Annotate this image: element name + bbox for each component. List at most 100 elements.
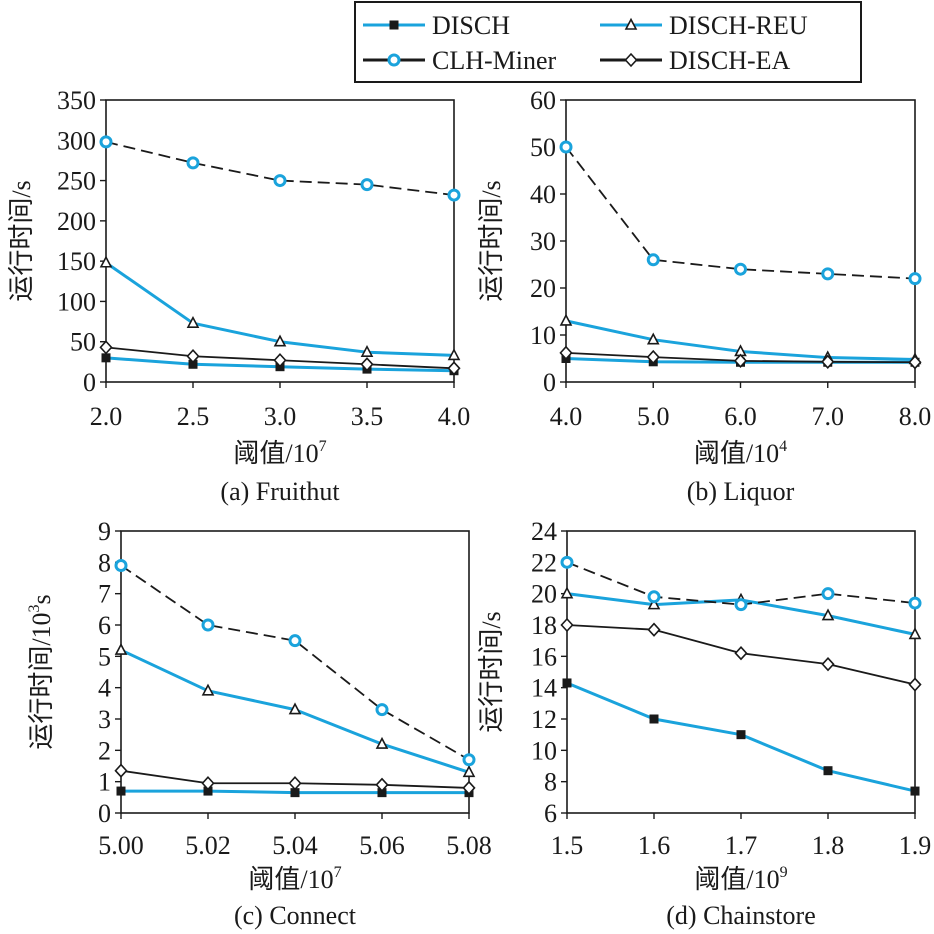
series-disch-reu (560, 586, 922, 640)
y-axis-label: 运行时间/s (477, 611, 506, 732)
data-point-clh-miner (646, 253, 660, 267)
x-tick-label: 5.08 (446, 831, 492, 860)
y-tick-label: 10 (530, 321, 556, 350)
data-point-disch-ea (201, 776, 215, 791)
plot-frame (565, 99, 916, 383)
y-tick-label: 9 (98, 517, 111, 546)
legend-frame (354, 1, 862, 83)
data-point-disch-ea (360, 357, 374, 372)
y-axis-label-suffix: s (27, 594, 56, 604)
x-axis-label-exponent: 9 (780, 864, 788, 881)
y-tick-label: 8 (544, 768, 557, 797)
y-tick-label: 0 (83, 368, 96, 397)
data-point-clh-miner (734, 262, 747, 276)
data-point-clh-miner (647, 590, 661, 604)
y-tick-label: 40 (530, 180, 556, 209)
legend-label-clh-miner: CLH-Miner (432, 46, 557, 75)
y-tick-label: 300 (57, 126, 96, 155)
data-point-disch (649, 714, 659, 724)
data-point-disch-ea (273, 353, 287, 368)
x-axis-label-base: 阈值/10 (694, 865, 779, 894)
y-axis-label-base: 运行时间/s (7, 180, 36, 301)
x-tick-label: 6.0 (724, 402, 757, 431)
data-point-disch-ea (375, 777, 389, 792)
y-tick-label: 350 (57, 86, 96, 115)
data-point-clh-miner (560, 555, 574, 569)
data-point-disch-reu (186, 315, 200, 328)
data-point-disch (736, 730, 746, 740)
data-point-disch-ea (114, 763, 128, 778)
data-point-disch (116, 786, 126, 796)
legend-label-disch: DISCH (432, 11, 510, 40)
legend-marker-disch (389, 20, 399, 30)
y-axis-label-exponent: 3 (26, 604, 43, 612)
chart-panel-a-fruithut: 0 50 100 150 200 250 300 350 2.0 2.5 3.0 3.5 4.0 阈值/1… (7, 86, 470, 506)
y-axis-label-base: 运行时间/10 (27, 612, 56, 749)
series-line-clh-miner (105, 141, 455, 196)
chart-panel-b-liquor: 0 10 20 30 40 50 60 4.0 5.0 6.0 7.0 8.0 阈值/104 运行时间/s… (477, 86, 931, 506)
y-tick-label: 16 (531, 642, 557, 671)
series-disch-ea (99, 340, 461, 376)
y-tick-label: 30 (530, 227, 556, 256)
legend-marker-disch-reu (624, 17, 638, 30)
series-clh-miner (559, 140, 922, 286)
x-tick-label: 1.9 (899, 831, 932, 860)
y-tick-label: 2 (98, 736, 111, 765)
y-tick-label: 250 (57, 167, 96, 196)
x-axis-label-exponent: 4 (779, 438, 787, 455)
x-axis-label-exponent: 7 (319, 438, 327, 455)
data-point-clh-miner (273, 174, 287, 188)
data-point-clh-miner (462, 753, 476, 767)
data-point-disch-reu (560, 586, 574, 599)
y-tick-label: 8 (98, 548, 111, 577)
data-point-disch-ea (559, 345, 573, 361)
y-axis-label: 运行时间/s (477, 180, 506, 301)
data-point-disch-reu (821, 608, 835, 621)
y-axis-label: 运行时间/s (7, 180, 36, 301)
data-point-clh-miner (447, 188, 461, 202)
data-point-disch-ea (447, 361, 461, 376)
series-clh-miner (560, 555, 922, 612)
data-point-clh-miner (821, 587, 835, 601)
x-axis-label-base: 阈值/10 (694, 439, 779, 468)
data-point-clh-miner (201, 618, 215, 632)
data-point-disch-ea (734, 646, 748, 661)
x-tick-label: 2.5 (177, 402, 210, 431)
y-tick-label: 5 (98, 642, 111, 671)
x-axis-label-exponent: 7 (334, 864, 342, 881)
x-tick-label: 1.8 (812, 831, 845, 860)
x-tick-label: 7.0 (812, 402, 845, 431)
data-point-disch (823, 766, 833, 776)
x-axis-label: 阈值/104 (694, 438, 787, 468)
y-tick-label: 18 (531, 611, 557, 640)
data-point-disch-ea (99, 340, 113, 355)
series-disch-ea (114, 763, 476, 796)
data-point-disch-ea (462, 780, 476, 796)
y-tick-label: 0 (543, 368, 556, 397)
data-point-disch-reu (288, 702, 302, 715)
x-tick-label: 4.0 (550, 402, 583, 431)
data-point-disch-reu (201, 683, 215, 696)
data-point-disch-ea (733, 353, 748, 369)
data-point-clh-miner (114, 558, 128, 572)
x-tick-label: 3.5 (351, 402, 384, 431)
y-tick-label: 200 (57, 207, 96, 236)
data-point-disch-reu (908, 627, 922, 640)
data-point-disch-reu (559, 313, 573, 326)
y-tick-label: 0 (98, 799, 111, 828)
data-point-disch-ea (288, 776, 302, 791)
data-point-clh-miner (821, 267, 835, 281)
legend-entry-disch-ea: DISCH-EA (600, 46, 791, 75)
data-point-clh-miner (559, 140, 573, 154)
data-point-disch-reu (360, 344, 374, 357)
data-point-disch-ea (821, 354, 835, 369)
data-point-disch-ea (647, 622, 661, 637)
x-axis-label-base: 阈值/10 (248, 865, 333, 894)
x-axis-label: 阈值/107 (248, 864, 341, 894)
data-point-disch-reu (273, 334, 287, 347)
x-tick-label: 1.5 (551, 831, 584, 860)
x-tick-label: 5.00 (98, 831, 144, 860)
y-tick-label: 20 (531, 580, 557, 609)
y-tick-label: 22 (531, 548, 557, 577)
legend-marker-clh-miner (387, 53, 401, 67)
